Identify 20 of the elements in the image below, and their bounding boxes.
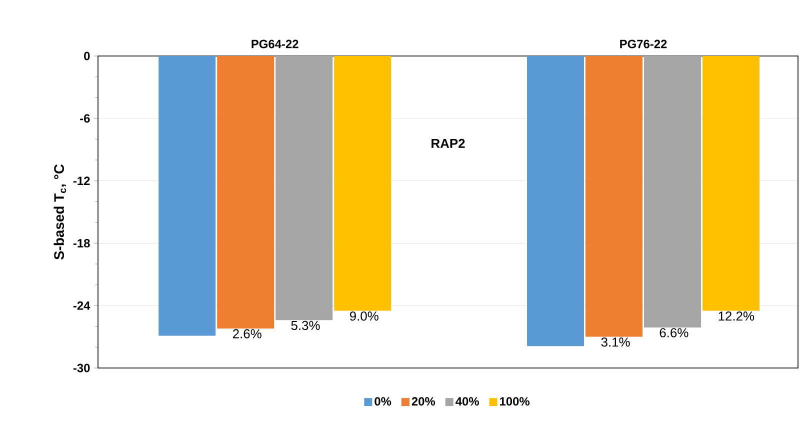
annotation: 3.1% bbox=[601, 337, 630, 347]
annotation: 2.6% bbox=[233, 329, 262, 338]
legend-label: 0% bbox=[374, 397, 392, 406]
y-axis-title: S-based T$_{c}$, °C bbox=[54, 164, 66, 260]
annotation: 6.6% bbox=[660, 328, 688, 338]
y-tick-label: -6 bbox=[80, 114, 90, 123]
y-tick-label: -12 bbox=[73, 176, 90, 185]
y-tick-label: -30 bbox=[73, 364, 90, 372]
legend-label: 40% bbox=[456, 397, 479, 406]
y-tick-label: 0 bbox=[84, 52, 90, 60]
legend-label: 100% bbox=[500, 397, 530, 406]
legend-label: 20% bbox=[412, 397, 436, 406]
annotation: 12.2% bbox=[718, 311, 754, 321]
y-tick-label: -24 bbox=[73, 301, 90, 310]
annotation: 9.0% bbox=[350, 311, 378, 321]
y-tick-label: -18 bbox=[73, 238, 90, 248]
annotation: RAP2 bbox=[432, 138, 465, 148]
x-tick-label: PG64-22 bbox=[252, 40, 298, 48]
x-tick-label: PG76-22 bbox=[620, 40, 667, 48]
annotation: 5.3% bbox=[291, 320, 320, 330]
